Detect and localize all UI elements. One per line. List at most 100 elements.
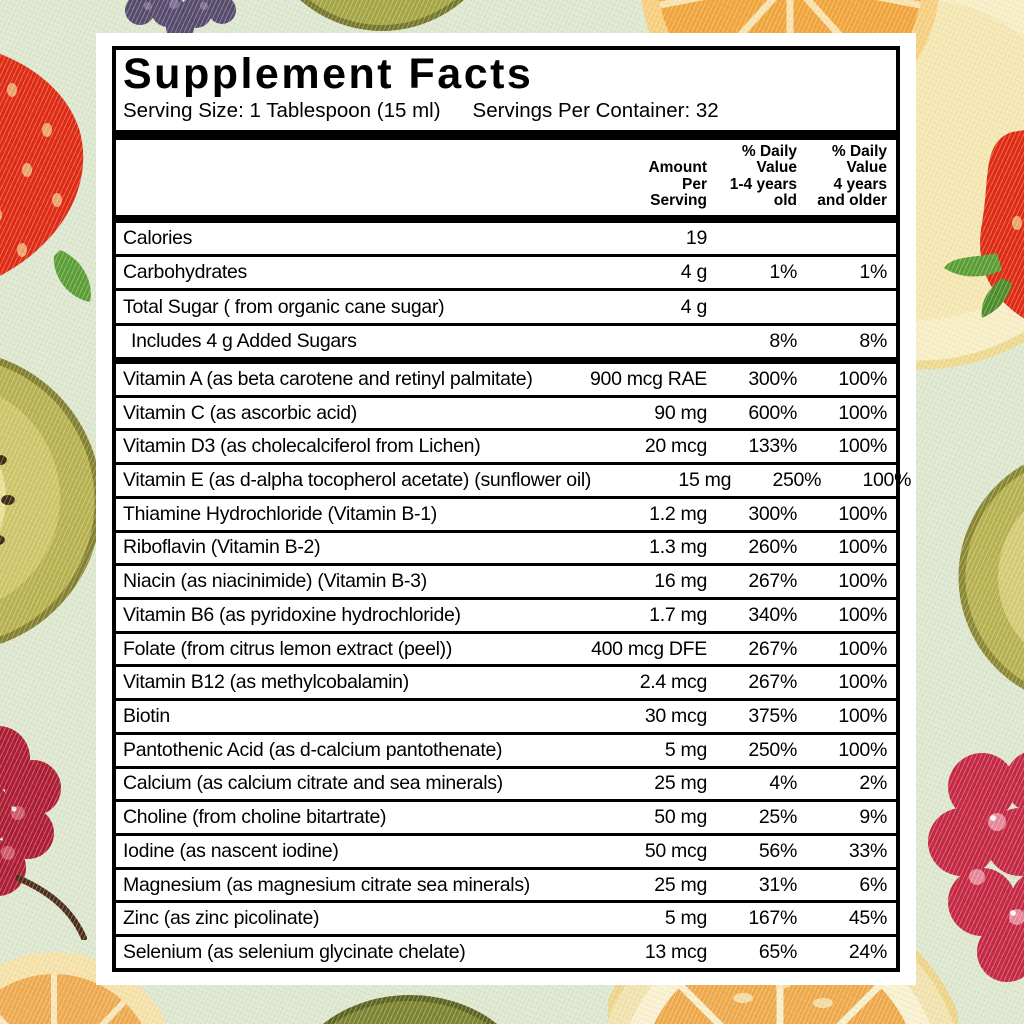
kiwi-bottom-illustration bbox=[322, 995, 498, 1024]
nutrient-name: Vitamin D3 (as cholecalciferol from Lich… bbox=[123, 435, 481, 458]
nutrient-name: Vitamin C (as ascorbic acid) bbox=[123, 401, 357, 424]
serving-info: Serving Size: 1 Tablespoon (15 ml) Servi… bbox=[123, 99, 888, 123]
nutrient-name: Thiamine Hydrochloride (Vitamin B-1) bbox=[123, 502, 437, 525]
kiwi-top-illustration bbox=[299, 0, 465, 31]
nutrient-name: Includes 4 g Added Sugars bbox=[131, 329, 357, 352]
table-row: Zinc (as zinc picolinate) 5 mg 167% 45% bbox=[116, 900, 896, 934]
thick-divider-header bbox=[116, 214, 896, 223]
thick-divider-section bbox=[116, 356, 896, 364]
table-row: Choline (from choline bitartrate) 50 mg … bbox=[116, 799, 896, 833]
amount-per-serving-value: 90 mg bbox=[654, 401, 707, 424]
table-row: Vitamin C (as ascorbic acid) 90 mg 600% … bbox=[116, 394, 896, 429]
table-row: Folate (from citrus lemon extract (peel)… bbox=[116, 630, 896, 665]
nutrition-rows: Calories 19 Carbohydrates 4 g 1% 1% Tota… bbox=[116, 223, 911, 968]
daily-value-4-years-older: 2% bbox=[859, 772, 887, 795]
kiwi-right-illustration bbox=[958, 464, 1024, 690]
nutrient-name: Selenium (as selenium glycinate chelate) bbox=[123, 941, 466, 964]
column-header-daily-value-1-4-years: % Daily Value 1-4 years old bbox=[729, 142, 797, 210]
servings-per-container-text: Servings Per Container: 32 bbox=[472, 98, 719, 122]
nutrient-name: Carbohydrates bbox=[123, 261, 248, 284]
daily-value-1-4-years: 260% bbox=[748, 536, 797, 559]
daily-value-1-4-years: 340% bbox=[748, 603, 797, 626]
daily-value-1-4-years: 56% bbox=[758, 839, 797, 862]
daily-value-1-4-years: 8% bbox=[769, 329, 797, 352]
daily-value-4-years-older: 9% bbox=[859, 806, 887, 829]
amount-per-serving-value: 4 g bbox=[680, 261, 708, 284]
amount-per-serving-value: 50 mcg bbox=[644, 839, 707, 862]
daily-value-1-4-years: 250% bbox=[772, 468, 822, 491]
daily-value-1-4-years: 25% bbox=[758, 806, 797, 829]
strawberry-left-illustration bbox=[0, 54, 91, 302]
nutrient-name: Riboflavin (Vitamin B-2) bbox=[123, 536, 321, 559]
table-row: Vitamin B12 (as methylcobalamin) 2.4 mcg… bbox=[116, 664, 896, 698]
raspberry-left-illustration bbox=[0, 726, 87, 940]
table-row: Biotin 30 mcg 375% 100% bbox=[116, 698, 896, 732]
serving-size-text: Serving Size: 1 Tablespoon (15 ml) bbox=[123, 98, 441, 122]
daily-value-1-4-years: 375% bbox=[748, 705, 797, 727]
daily-value-4-years-older: 100% bbox=[838, 435, 887, 458]
daily-value-4-years-older: 8% bbox=[859, 329, 887, 352]
table-row: Vitamin E (as d-alpha tocopherol acetate… bbox=[116, 462, 911, 496]
nutrient-name: Folate (from citrus lemon extract (peel)… bbox=[123, 637, 453, 660]
daily-value-1-4-years: 300% bbox=[748, 502, 797, 525]
daily-value-4-years-older: 100% bbox=[862, 468, 912, 491]
table-row: Total Sugar ( from organic cane sugar) 4… bbox=[116, 288, 896, 322]
raspberry-right-illustration bbox=[928, 752, 1024, 982]
table-row: Carbohydrates 4 g 1% 1% bbox=[116, 254, 896, 288]
nutrient-name: Calories bbox=[123, 226, 193, 249]
amount-per-serving-value: 50 mg bbox=[654, 806, 707, 829]
blackberry-top-illustration bbox=[125, 0, 236, 42]
amount-per-serving-value: 19 bbox=[685, 226, 707, 249]
nutrient-name: Vitamin B12 (as methylcobalamin) bbox=[123, 671, 409, 694]
table-row: Pantothenic Acid (as d-calcium pantothen… bbox=[116, 731, 896, 766]
daily-value-4-years-older: 100% bbox=[838, 367, 887, 390]
daily-value-1-4-years: 267% bbox=[748, 671, 797, 694]
amount-per-serving-value: 1.3 mg bbox=[649, 536, 707, 559]
column-header-daily-value-4-years-older: % Daily Value 4 years and older bbox=[817, 142, 887, 210]
kiwi-left-illustration bbox=[0, 358, 100, 644]
nutrient-name: Iodine (as nascent iodine) bbox=[123, 839, 339, 862]
thick-divider-top bbox=[116, 129, 896, 140]
amount-per-serving-value: 2.4 mcg bbox=[639, 671, 708, 694]
nutrient-name: Vitamin E (as d-alpha tocopherol acetate… bbox=[123, 468, 592, 491]
nutrient-name: Choline (from choline bitartrate) bbox=[123, 806, 387, 829]
daily-value-1-4-years: 167% bbox=[748, 907, 797, 930]
daily-value-1-4-years: 1% bbox=[769, 261, 797, 284]
nutrient-name: Calcium (as calcium citrate and sea mine… bbox=[123, 772, 503, 795]
table-row: Selenium (as selenium glycinate chelate)… bbox=[116, 934, 896, 968]
daily-value-4-years-older: 1% bbox=[859, 261, 887, 284]
column-header-row: Amount Per Serving % Daily Value 1-4 yea… bbox=[116, 140, 896, 215]
table-row: Thiamine Hydrochloride (Vitamin B-1) 1.2… bbox=[116, 495, 896, 530]
nutrient-name: Vitamin B6 (as pyridoxine hydrochloride) bbox=[123, 603, 461, 626]
table-row: Riboflavin (Vitamin B-2) 1.3 mg 260% 100… bbox=[116, 529, 896, 564]
table-row: Calcium (as calcium citrate and sea mine… bbox=[116, 765, 896, 800]
table-row: Vitamin B6 (as pyridoxine hydrochloride)… bbox=[116, 596, 896, 631]
daily-value-1-4-years: 31% bbox=[758, 873, 797, 896]
amount-per-serving-value: 25 mg bbox=[654, 772, 707, 795]
macronutrient-rows: Calories 19 Carbohydrates 4 g 1% 1% Tota… bbox=[116, 223, 896, 357]
amount-per-serving-value: 25 mg bbox=[654, 873, 707, 896]
nutrient-name: Zinc (as zinc picolinate) bbox=[123, 907, 320, 930]
table-row: Calories 19 bbox=[116, 223, 896, 254]
amount-per-serving-value: 16 mg bbox=[654, 570, 707, 593]
amount-per-serving-value: 15 mg bbox=[678, 468, 732, 491]
amount-per-serving-value: 20 mcg bbox=[644, 435, 707, 458]
daily-value-4-years-older: 100% bbox=[838, 738, 887, 761]
title-block: Supplement Facts Serving Size: 1 Tablesp… bbox=[116, 50, 896, 130]
nutrient-name: Pantothenic Acid (as d-calcium pantothen… bbox=[123, 738, 503, 761]
nutrient-name: Niacin (as niacinimide) (Vitamin B-3) bbox=[123, 570, 427, 593]
amount-per-serving-value: 5 mg bbox=[664, 738, 707, 761]
supplement-facts-panel: Supplement Facts Serving Size: 1 Tablesp… bbox=[96, 33, 916, 985]
supplement-facts-table: Supplement Facts Serving Size: 1 Tablesp… bbox=[112, 46, 911, 972]
daily-value-4-years-older: 100% bbox=[838, 570, 887, 593]
table-row: Niacin (as niacinimide) (Vitamin B-3) 16… bbox=[116, 563, 896, 597]
amount-per-serving-value: 400 mcg DFE bbox=[591, 637, 707, 660]
daily-value-1-4-years: 4% bbox=[769, 772, 797, 795]
strawberry-right-illustration bbox=[944, 130, 1024, 319]
amount-per-serving-value: 1.2 mg bbox=[649, 502, 707, 525]
daily-value-1-4-years: 600% bbox=[748, 401, 797, 424]
amount-per-serving-value: 900 mcg RAE bbox=[589, 367, 707, 390]
vitamin-mineral-rows: Vitamin A (as beta carotene and retinyl … bbox=[116, 364, 911, 968]
daily-value-1-4-years: 300% bbox=[748, 367, 797, 390]
